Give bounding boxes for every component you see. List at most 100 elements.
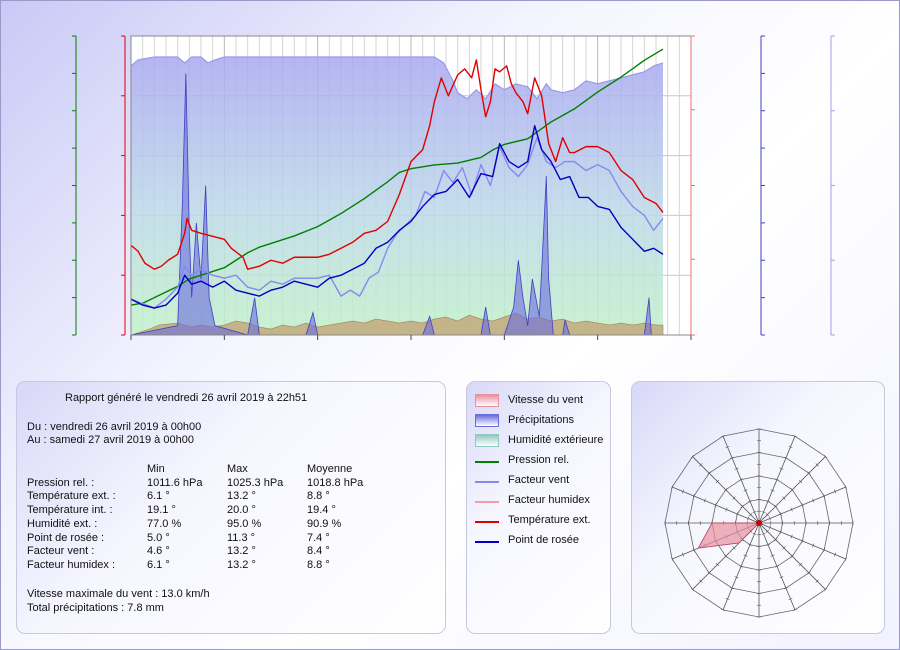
wind-rose-tick bbox=[790, 534, 793, 539]
wind-rose-tick bbox=[730, 456, 734, 459]
wind-rose-tick bbox=[775, 565, 779, 568]
stats-header: Min bbox=[147, 463, 165, 475]
report-generated: Rapport généré le vendredi 26 avril 2019… bbox=[65, 392, 308, 404]
stats-cell: 19.1 ° bbox=[147, 504, 176, 517]
wind-rose-tick bbox=[699, 579, 703, 583]
wind-rose-tick bbox=[752, 511, 757, 514]
legend-swatch bbox=[475, 434, 499, 447]
legend-swatch bbox=[475, 414, 499, 427]
wind-rose-tick bbox=[743, 554, 748, 557]
wind-rose-tick bbox=[725, 507, 728, 512]
wind-rose-tick bbox=[692, 548, 695, 552]
series-line bbox=[130, 124, 664, 309]
wind-rose-tick bbox=[768, 525, 771, 530]
stats-cell: 1011.6 hPa bbox=[147, 476, 203, 489]
wind-rose-tick bbox=[765, 513, 769, 517]
stats-cell: 1025.3 hPa bbox=[227, 476, 284, 489]
wind-rose-tick bbox=[782, 546, 786, 550]
wind-rose-tick bbox=[725, 597, 730, 601]
chart-legend: Vitesse du vent Précipitations Humidité ex… bbox=[466, 381, 611, 634]
wind-rose-tick bbox=[707, 471, 711, 475]
legend-label: Humidité extérieure bbox=[508, 434, 604, 446]
wind-rose-tick bbox=[761, 532, 766, 535]
wind-rose bbox=[664, 428, 854, 618]
legend-label: Précipitations bbox=[508, 414, 575, 426]
wind-rose-tick bbox=[823, 494, 826, 498]
wind-rose-tick bbox=[740, 504, 745, 509]
legend-label: Point de rosée bbox=[508, 534, 579, 546]
wind-rose-tick bbox=[747, 516, 750, 521]
legend-label: Facteur vent bbox=[508, 474, 570, 486]
wind-rose-center bbox=[756, 520, 762, 526]
wind-rose-tick bbox=[734, 576, 739, 579]
stats-cell: 77.0 % bbox=[147, 517, 182, 530]
stats-header: Max bbox=[227, 463, 248, 475]
wind-rose-tick bbox=[773, 537, 778, 542]
stats-cell: 13.2 ° bbox=[227, 545, 256, 558]
wind-rose-tick bbox=[779, 512, 782, 516]
wind-rose-tick bbox=[788, 445, 793, 449]
wind-rose-tick bbox=[807, 471, 811, 475]
wind-rose-tick bbox=[732, 546, 736, 550]
legend-label: Vitesse du vent bbox=[508, 394, 584, 406]
wind-rose-tick bbox=[725, 445, 730, 449]
wind-rose-tick bbox=[724, 488, 728, 492]
wind-rose-tick bbox=[775, 478, 779, 481]
report-max-wind: Vitesse maximale du vent : 13.0 km/h bbox=[27, 588, 210, 600]
wind-rose-tick bbox=[779, 467, 784, 470]
legend-label: Facteur humidex bbox=[508, 494, 590, 506]
stats-cell: 4.6 ° bbox=[147, 545, 170, 558]
wind-rose-tick bbox=[833, 489, 837, 494]
stats-cell: 6.1 ° bbox=[147, 558, 170, 571]
stats-header: Moyenne bbox=[307, 463, 353, 475]
stats-cell: 90.9 % bbox=[307, 517, 342, 530]
legend-swatch bbox=[475, 521, 499, 523]
wind-rose-tick bbox=[770, 554, 775, 557]
wind-rose-tick bbox=[739, 478, 743, 481]
wind-rose-tick bbox=[768, 516, 771, 521]
stats-cell: 95.0 % bbox=[227, 517, 262, 530]
wind-rose-tick bbox=[690, 454, 695, 459]
wind-rose-tick bbox=[671, 557, 674, 561]
report-to: Au : samedi 27 avril 2019 à 00h00 bbox=[27, 434, 194, 446]
wind-rose-tick bbox=[770, 489, 775, 492]
stats-cell: 11.3 ° bbox=[227, 531, 256, 544]
wind-rose-tick bbox=[793, 608, 797, 611]
wind-rose-tick bbox=[790, 488, 794, 492]
wind-rose-tick bbox=[752, 532, 757, 535]
stats-row-label: Facteur humidex : bbox=[27, 558, 116, 571]
stats-row-label: Humidité ext. : bbox=[27, 517, 98, 530]
wind-rose-tick bbox=[748, 500, 752, 503]
legend-label: Pression rel. bbox=[508, 454, 570, 466]
wind-rose-tick bbox=[748, 543, 752, 546]
wind-rose-tick bbox=[815, 579, 819, 583]
wind-rose-tick bbox=[707, 571, 711, 575]
wind-rose-tick bbox=[784, 456, 788, 459]
wind-rose-tick bbox=[715, 479, 720, 484]
legend-swatch bbox=[475, 481, 499, 483]
stats-cell: 7.4 ° bbox=[307, 531, 330, 544]
wind-rose-tick bbox=[761, 511, 766, 514]
stats-cell: 5.0 ° bbox=[147, 531, 170, 544]
wind-rose-tick bbox=[690, 587, 695, 592]
wind-rose-tick bbox=[766, 500, 770, 503]
wind-rose-tick bbox=[743, 489, 748, 492]
wind-rose-tick bbox=[823, 587, 828, 592]
wind-rose-tick bbox=[844, 485, 847, 489]
legend-swatch bbox=[475, 394, 499, 407]
wind-rose-tick bbox=[807, 571, 811, 575]
wind-rose-tick bbox=[801, 539, 804, 543]
stats-cell: 8.8 ° bbox=[307, 558, 330, 571]
wind-rose-tick bbox=[736, 512, 739, 516]
stats-row-label: Point de rosée : bbox=[27, 531, 105, 544]
series-humidity-line bbox=[130, 56, 664, 100]
stats-cell: 19.4 ° bbox=[307, 504, 336, 517]
wind-rose-tick bbox=[721, 608, 725, 611]
wind-rose-tick bbox=[833, 552, 837, 557]
series-line bbox=[130, 59, 664, 270]
wind-rose-tick bbox=[739, 565, 743, 568]
wind-rose-tick bbox=[714, 503, 717, 507]
stats-cell: 6.1 ° bbox=[147, 490, 170, 503]
report-from: Du : vendredi 26 avril 2019 à 00h00 bbox=[27, 421, 202, 433]
